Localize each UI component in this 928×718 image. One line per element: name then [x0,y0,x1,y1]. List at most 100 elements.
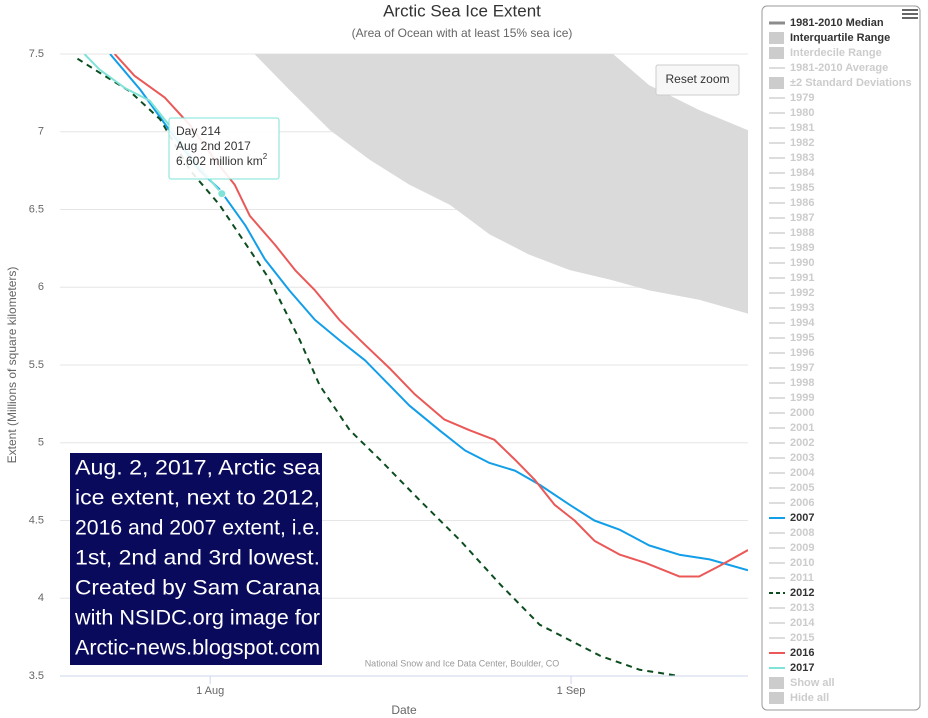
legend-item[interactable]: Interquartile Range [769,32,890,44]
legend-item[interactable]: 1985 [769,182,814,194]
legend-label[interactable]: Hide all [790,692,829,704]
legend-label[interactable]: 1994 [790,317,815,329]
legend-label[interactable]: 2007 [790,512,814,524]
legend-label[interactable]: 1991 [790,272,814,284]
legend-label[interactable]: 2005 [790,482,814,494]
legend-item[interactable]: 1999 [769,392,814,404]
legend-item[interactable]: 1984 [769,167,815,179]
legend-label[interactable]: 1996 [790,347,814,359]
legend-item[interactable]: Hide all [769,692,829,704]
legend-label[interactable]: 1999 [790,392,814,404]
annotation-line: 1st, 2nd and 3rd lowest. [75,546,320,570]
legend-label[interactable]: 1980 [790,107,814,119]
legend-item[interactable]: 1981 [769,122,814,134]
legend-item[interactable]: 1981-2010 Median [769,17,884,29]
legend-label[interactable]: 1995 [790,332,814,344]
legend-item[interactable]: 1982 [769,137,814,149]
legend-item[interactable]: 2000 [769,407,814,419]
legend-label[interactable]: 2001 [790,422,814,434]
legend-label[interactable]: 2008 [790,527,814,539]
legend-label[interactable]: 1985 [790,182,814,194]
legend-item[interactable]: 2007 [769,512,814,524]
legend-label[interactable]: 2002 [790,437,814,449]
legend-label[interactable]: 1986 [790,197,814,209]
legend-label[interactable]: Show all [790,677,835,689]
reset-zoom-text[interactable]: Reset zoom [665,72,729,86]
reset-zoom-box[interactable] [655,64,740,96]
legend-item[interactable]: 2006 [769,497,814,509]
legend-label[interactable]: 1984 [790,167,815,179]
legend-item[interactable]: 2015 [769,632,814,644]
legend-item[interactable]: 1986 [769,197,814,209]
legend-label[interactable]: Interdecile Range [790,47,882,59]
reset-zoom-button[interactable]: Reset zoom [655,64,740,96]
legend-label[interactable]: 2000 [790,407,814,419]
legend-item[interactable]: 2008 [769,527,814,539]
legend-item[interactable]: 1994 [769,317,815,329]
legend-item[interactable]: 1995 [769,332,814,344]
legend-item[interactable]: 1990 [769,257,814,269]
legend-label[interactable]: 2006 [790,497,814,509]
legend-label[interactable]: 2014 [790,617,815,629]
range-area [254,54,748,314]
legend-item[interactable]: 1989 [769,242,814,254]
legend-item[interactable]: 2012 [769,587,814,599]
tooltip-line: Aug 2nd 2017 [176,139,251,153]
legend-label[interactable]: 1981 [790,122,814,134]
legend-label[interactable]: 2011 [790,572,814,584]
legend-label[interactable]: 1993 [790,302,814,314]
legend-label[interactable]: 1981-2010 Average [790,62,888,74]
legend-label[interactable]: 2003 [790,452,814,464]
legend-label[interactable]: 1990 [790,257,814,269]
legend-item[interactable]: 2016 [769,647,814,659]
legend-item[interactable]: Interdecile Range [769,47,882,59]
legend-label[interactable]: 2004 [790,467,815,479]
legend-item[interactable]: 2017 [769,662,814,674]
legend-label[interactable]: ±2 Standard Deviations [790,77,912,89]
legend-label[interactable]: 1997 [790,362,814,374]
legend-label[interactable]: 1981-2010 Median [790,17,884,29]
legend-label[interactable]: 2009 [790,542,814,554]
legend-label[interactable]: 2016 [790,647,814,659]
legend-item[interactable]: 1988 [769,227,814,239]
legend-label[interactable]: 1998 [790,377,814,389]
legend-item[interactable]: 1983 [769,152,814,164]
legend-item[interactable]: 2011 [769,572,814,584]
legend-item[interactable]: 2013 [769,602,814,614]
legend-item[interactable]: 1996 [769,347,814,359]
legend-item[interactable]: 1993 [769,302,814,314]
legend-item[interactable]: 2010 [769,557,814,569]
legend-item[interactable]: 1998 [769,377,814,389]
legend-label[interactable]: 1983 [790,152,814,164]
legend-label[interactable]: 2012 [790,587,814,599]
legend-item[interactable]: 1981-2010 Average [769,62,888,74]
legend-item[interactable]: 1987 [769,212,814,224]
legend-label[interactable]: 1988 [790,227,814,239]
legend-item[interactable]: 2001 [769,422,814,434]
legend-item[interactable]: 2014 [769,617,815,629]
legend-item[interactable]: 2009 [769,542,814,554]
legend-item[interactable]: 2003 [769,452,814,464]
legend-label[interactable]: 2010 [790,557,814,569]
legend-item[interactable]: 1992 [769,287,814,299]
legend-label[interactable]: 2013 [790,602,814,614]
legend-label[interactable]: Interquartile Range [790,32,890,44]
menu-button[interactable] [900,6,920,22]
legend-label[interactable]: 1987 [790,212,814,224]
legend-item[interactable]: 1979 [769,92,814,104]
legend-item[interactable]: Show all [769,677,835,689]
legend-label[interactable]: 1992 [790,287,814,299]
legend-item[interactable]: ±2 Standard Deviations [769,77,912,89]
legend-item[interactable]: 1980 [769,107,814,119]
legend-item[interactable]: 2005 [769,482,814,494]
legend-item[interactable]: 1997 [769,362,814,374]
legend-label[interactable]: 2017 [790,662,814,674]
legend-label[interactable]: 1982 [790,137,814,149]
legend-label[interactable]: 1989 [790,242,814,254]
legend-label[interactable]: 1979 [790,92,814,104]
legend-label[interactable]: 2015 [790,632,814,644]
legend-item[interactable]: 1991 [769,272,814,284]
legend-item[interactable]: 2004 [769,467,815,479]
legend-item[interactable]: 2002 [769,437,814,449]
